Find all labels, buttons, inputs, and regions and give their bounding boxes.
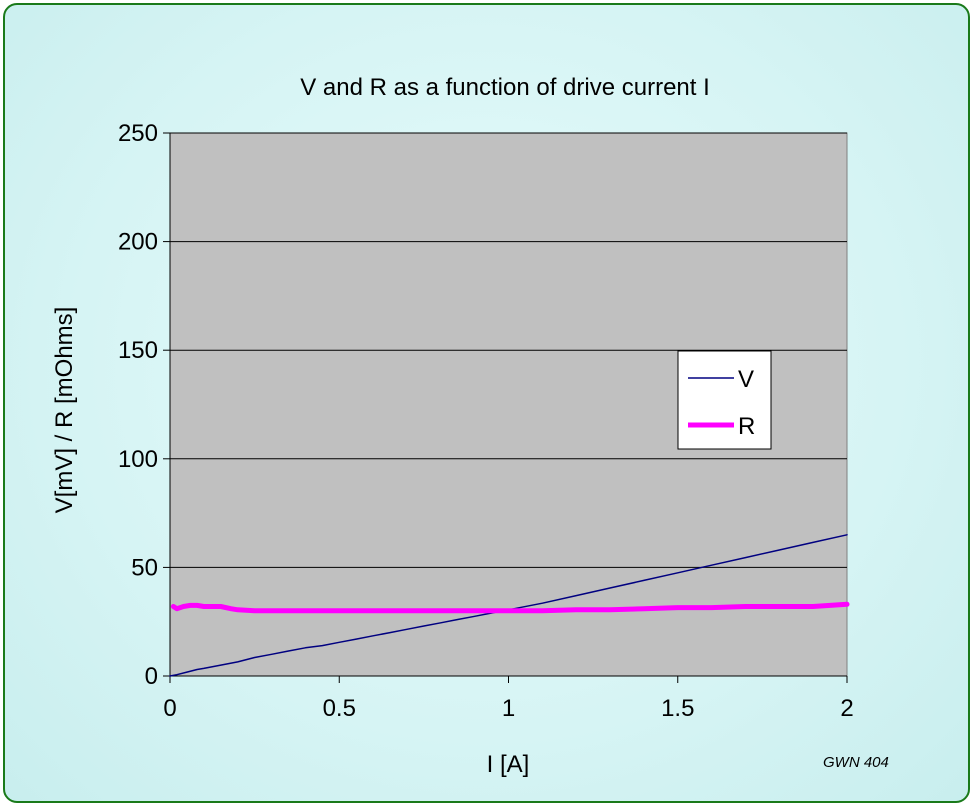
y-tick-label-2: 100 (118, 446, 158, 473)
x-tick-label-3: 1.5 (661, 695, 694, 722)
series-line-v (169, 534, 848, 677)
x-tick-label-1: 0.5 (323, 695, 356, 722)
y-tick-label-0: 0 (145, 663, 158, 690)
series-layer (169, 534, 850, 677)
grid-lines (170, 132, 847, 568)
x-tick-label-4: 2 (840, 695, 853, 722)
legend-label-r: R (738, 413, 755, 440)
series-line-r (170, 601, 850, 614)
x-axis: 0 0.5 1 1.5 2 (163, 675, 854, 722)
x-axis-title: I [A] (487, 751, 530, 778)
legend-label-v: V (738, 366, 754, 393)
x-tick-label-2: 1 (502, 695, 515, 722)
legend: V R (677, 350, 772, 450)
y-tick-label-4: 200 (118, 229, 158, 256)
y-tick-label-5: 250 (118, 120, 158, 147)
chart-title: V and R as a function of drive current I (300, 74, 710, 101)
legend-box (677, 350, 772, 450)
y-tick-label-3: 150 (118, 337, 158, 364)
x-tick-label-0: 0 (163, 695, 176, 722)
credit-label: GWN 404 (823, 754, 889, 771)
y-tick-label-1: 50 (131, 554, 158, 581)
y-axis: 0 50 100 150 200 250 (118, 120, 171, 690)
y-axis-title: V[mV] / R [mOhms] (51, 307, 78, 514)
